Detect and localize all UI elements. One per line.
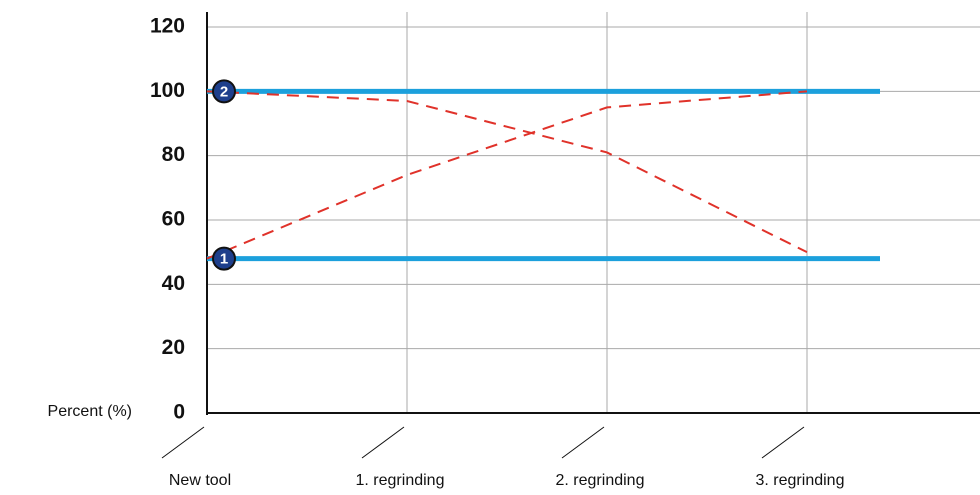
series-line [206,90,808,254]
series-name: 2 [220,83,228,100]
series-marker [212,79,236,104]
y-tick-label: 60 [162,208,185,231]
y-axis-label: Percent (%) [48,403,132,420]
x-tick-slash [161,426,205,459]
x-tick-label: 2. regrinding [556,472,645,489]
y-tick-label: 100 [150,79,185,102]
x-tick-slash [761,426,805,459]
y-tick-label: 0 [173,401,185,424]
series-line [206,90,808,260]
y-tick-label: 20 [162,336,185,359]
y-tick-label: 80 [162,143,185,166]
y-tick-label: 120 [150,15,185,38]
x-tick-slash [361,426,405,459]
series-name: 1 [220,251,228,268]
x-tick-label: New tool [169,472,231,489]
x-tick-label: 1. regrinding [356,472,445,489]
y-tick-label: 40 [162,272,185,295]
x-tick-slash [561,426,605,459]
x-tick-label: 3. regrinding [756,472,845,489]
series-marker [212,246,236,271]
